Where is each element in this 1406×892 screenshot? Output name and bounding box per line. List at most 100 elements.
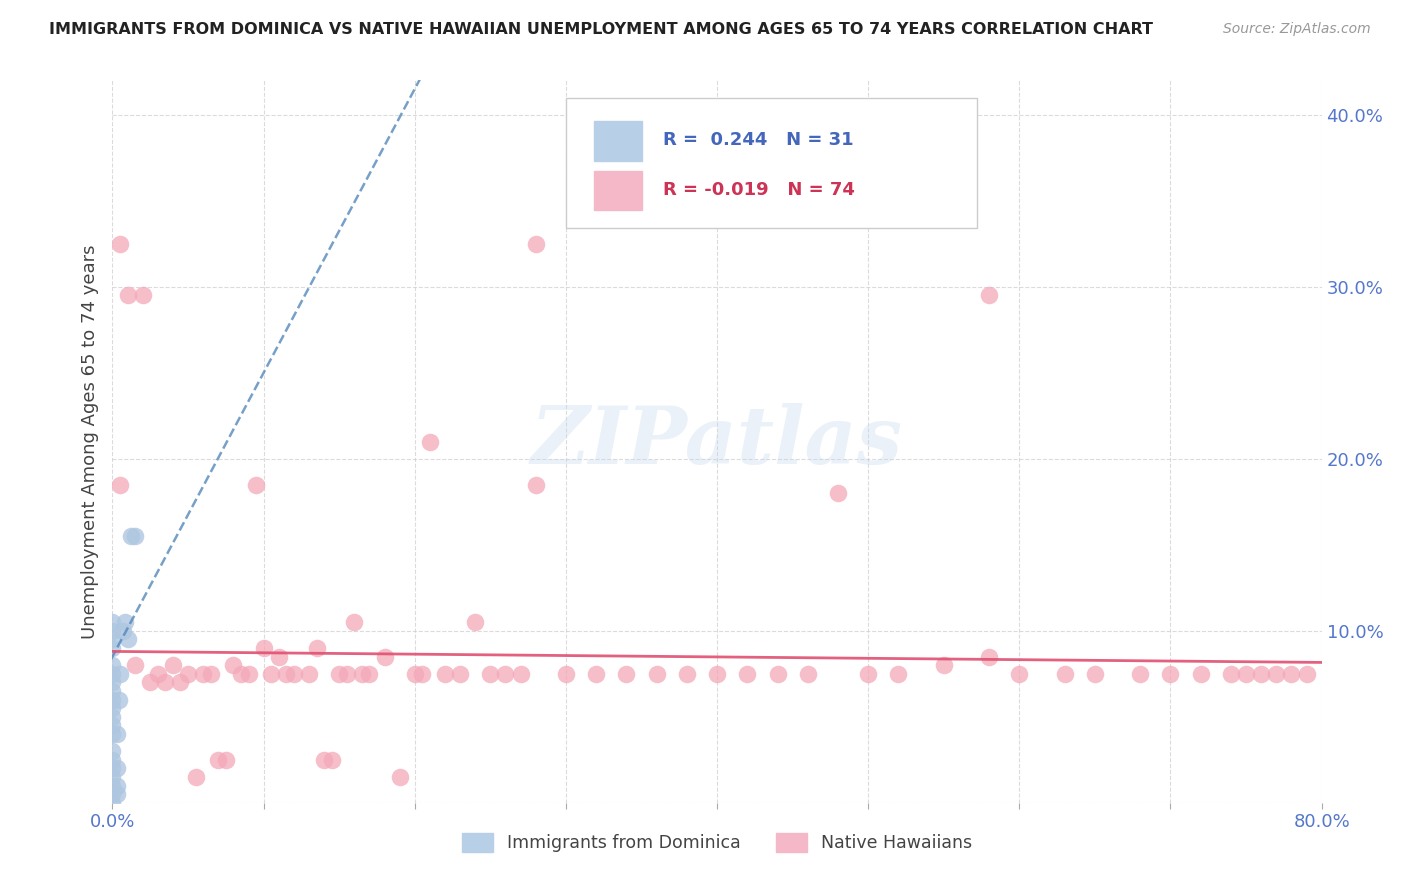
Point <box>105 727 128 741</box>
FancyBboxPatch shape <box>593 121 643 161</box>
Point <box>107 692 129 706</box>
Point <box>479 666 502 681</box>
Point <box>645 666 668 681</box>
Point <box>260 666 283 681</box>
Point <box>101 666 124 681</box>
Point <box>101 684 124 698</box>
Point <box>1279 666 1302 681</box>
Point <box>509 666 531 681</box>
Point <box>283 666 305 681</box>
Point <box>101 787 124 801</box>
Point <box>977 649 1000 664</box>
Point <box>419 434 441 449</box>
Point <box>101 701 124 715</box>
Point <box>101 710 124 724</box>
Text: R =  0.244   N = 31: R = 0.244 N = 31 <box>662 130 853 149</box>
Point <box>105 779 128 793</box>
Point <box>343 615 366 630</box>
Point <box>229 666 252 681</box>
Point <box>1159 666 1181 681</box>
Point <box>146 666 169 681</box>
Point <box>267 649 290 664</box>
Point <box>139 675 162 690</box>
Point <box>321 753 343 767</box>
Text: R = -0.019   N = 74: R = -0.019 N = 74 <box>662 181 855 199</box>
Point <box>101 692 124 706</box>
Point <box>101 796 124 810</box>
Point <box>245 477 267 491</box>
Point <box>554 666 576 681</box>
Point <box>120 529 142 543</box>
Point <box>856 666 880 681</box>
Point <box>1265 666 1288 681</box>
FancyBboxPatch shape <box>593 170 643 211</box>
Point <box>314 753 336 767</box>
Point <box>184 770 207 784</box>
Text: IMMIGRANTS FROM DOMINICA VS NATIVE HAWAIIAN UNEMPLOYMENT AMONG AGES 65 TO 74 YEA: IMMIGRANTS FROM DOMINICA VS NATIVE HAWAI… <box>49 22 1153 37</box>
Point <box>404 666 426 681</box>
Point <box>101 744 124 758</box>
Point <box>108 666 131 681</box>
Point <box>616 666 638 681</box>
Point <box>495 666 517 681</box>
Point <box>706 666 728 681</box>
Point <box>101 624 124 638</box>
Point <box>108 236 131 251</box>
Point <box>101 727 124 741</box>
Point <box>449 666 471 681</box>
Point <box>238 666 260 681</box>
Point <box>132 288 155 302</box>
Point <box>350 666 373 681</box>
Point <box>253 640 276 655</box>
Point <box>169 675 191 690</box>
Point <box>887 666 910 681</box>
Text: Source: ZipAtlas.com: Source: ZipAtlas.com <box>1223 22 1371 37</box>
Point <box>737 666 759 681</box>
Point <box>162 658 184 673</box>
Point <box>191 666 214 681</box>
Point <box>1295 666 1317 681</box>
Point <box>101 615 124 630</box>
Point <box>328 666 350 681</box>
Point <box>524 236 547 251</box>
Point <box>101 718 124 732</box>
Point <box>359 666 381 681</box>
Point <box>101 779 124 793</box>
Point <box>155 675 177 690</box>
Point <box>585 666 607 681</box>
Point <box>388 770 411 784</box>
Point <box>207 753 229 767</box>
Point <box>524 477 547 491</box>
Point <box>112 624 135 638</box>
Point <box>114 615 136 630</box>
Point <box>276 666 298 681</box>
Y-axis label: Unemployment Among Ages 65 to 74 years: Unemployment Among Ages 65 to 74 years <box>82 244 100 639</box>
Point <box>1189 666 1212 681</box>
Point <box>101 753 124 767</box>
Point <box>222 658 245 673</box>
Point <box>101 675 124 690</box>
Point <box>1220 666 1243 681</box>
Point <box>766 666 789 681</box>
Point <box>464 615 486 630</box>
Point <box>101 658 124 673</box>
Point <box>796 666 818 681</box>
Point <box>105 787 128 801</box>
Point <box>101 640 124 655</box>
Point <box>215 753 238 767</box>
Point <box>124 658 146 673</box>
Point <box>117 288 139 302</box>
Point <box>1008 666 1031 681</box>
Point <box>433 666 456 681</box>
Legend: Immigrants from Dominica, Native Hawaiians: Immigrants from Dominica, Native Hawaiia… <box>456 826 979 859</box>
Point <box>200 666 222 681</box>
Point <box>336 666 359 681</box>
Point <box>827 486 849 500</box>
Point <box>124 529 146 543</box>
Point <box>1084 666 1107 681</box>
Point <box>977 288 1000 302</box>
Point <box>117 632 139 647</box>
Point <box>675 666 697 681</box>
Point <box>374 649 396 664</box>
Point <box>305 640 328 655</box>
